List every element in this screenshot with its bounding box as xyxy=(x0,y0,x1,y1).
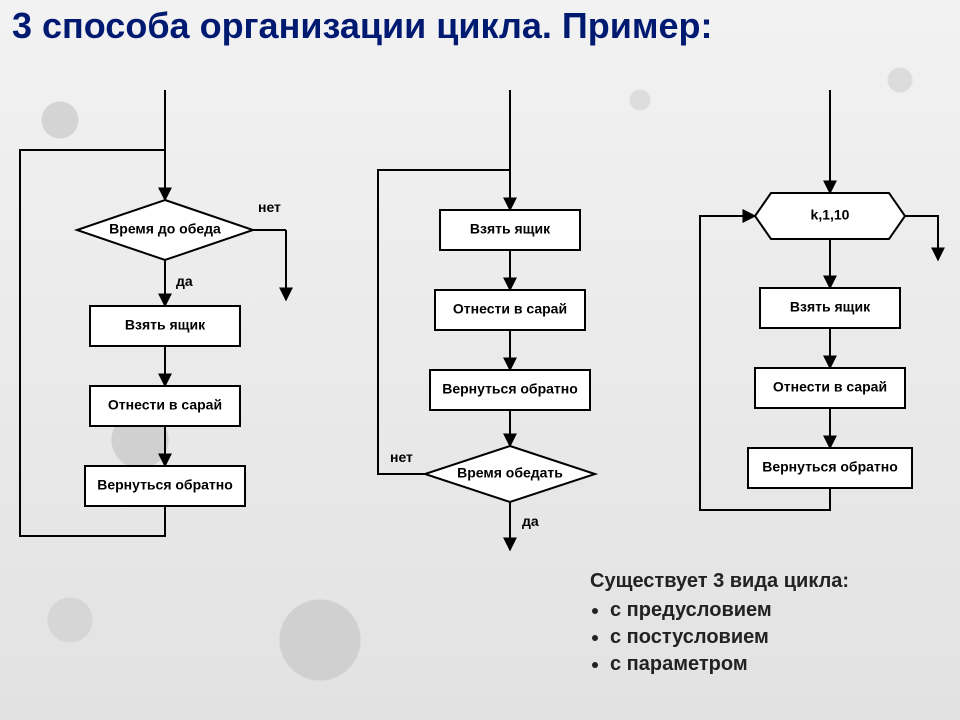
legend-item: с параметром xyxy=(610,651,849,678)
flowchart-postcondition: нет да Взять ящик Отнести в сарай Вернуться … xyxy=(360,90,620,560)
svg-text:Отнести в сарай: Отнести в сарай xyxy=(453,301,567,317)
svg-text:нет: нет xyxy=(390,449,413,465)
legend-heading: Существует 3 вида цикла: xyxy=(590,570,849,593)
svg-text:Отнести в сарай: Отнести в сарай xyxy=(108,397,222,413)
flowchart-precondition: да нет Время до обеда Взять ящик Отнести в с… xyxy=(0,90,300,560)
svg-text:Вернуться обратно: Вернуться обратно xyxy=(762,459,898,475)
svg-text:Взять ящик: Взять ящик xyxy=(790,299,871,315)
svg-text:Отнести в сарай: Отнести в сарай xyxy=(773,379,887,395)
svg-text:Время обедать: Время обедать xyxy=(457,465,563,481)
svg-text:нет: нет xyxy=(258,199,281,215)
svg-text:да: да xyxy=(176,273,193,289)
svg-text:Взять ящик: Взять ящик xyxy=(125,317,206,333)
svg-text:k,1,10: k,1,10 xyxy=(811,207,850,223)
legend-item: с постусловием xyxy=(610,624,849,651)
page-title: 3 способа организации цикла. Пример: xyxy=(12,6,948,46)
svg-text:Время до обеда: Время до обеда xyxy=(109,221,221,237)
svg-text:Взять ящик: Взять ящик xyxy=(470,221,551,237)
svg-text:Вернуться обратно: Вернуться обратно xyxy=(97,477,233,493)
svg-text:Вернуться обратно: Вернуться обратно xyxy=(442,381,578,397)
legend-item: с предусловием xyxy=(610,597,849,624)
flowchart-parameter: k,1,10 Взять ящик Отнести в сарай Вернуться… xyxy=(670,90,950,520)
legend-list: с предусловием с постусловием с параметр… xyxy=(590,597,849,678)
svg-text:да: да xyxy=(522,513,539,529)
legend: Существует 3 вида цикла: с предусловием … xyxy=(590,570,849,678)
